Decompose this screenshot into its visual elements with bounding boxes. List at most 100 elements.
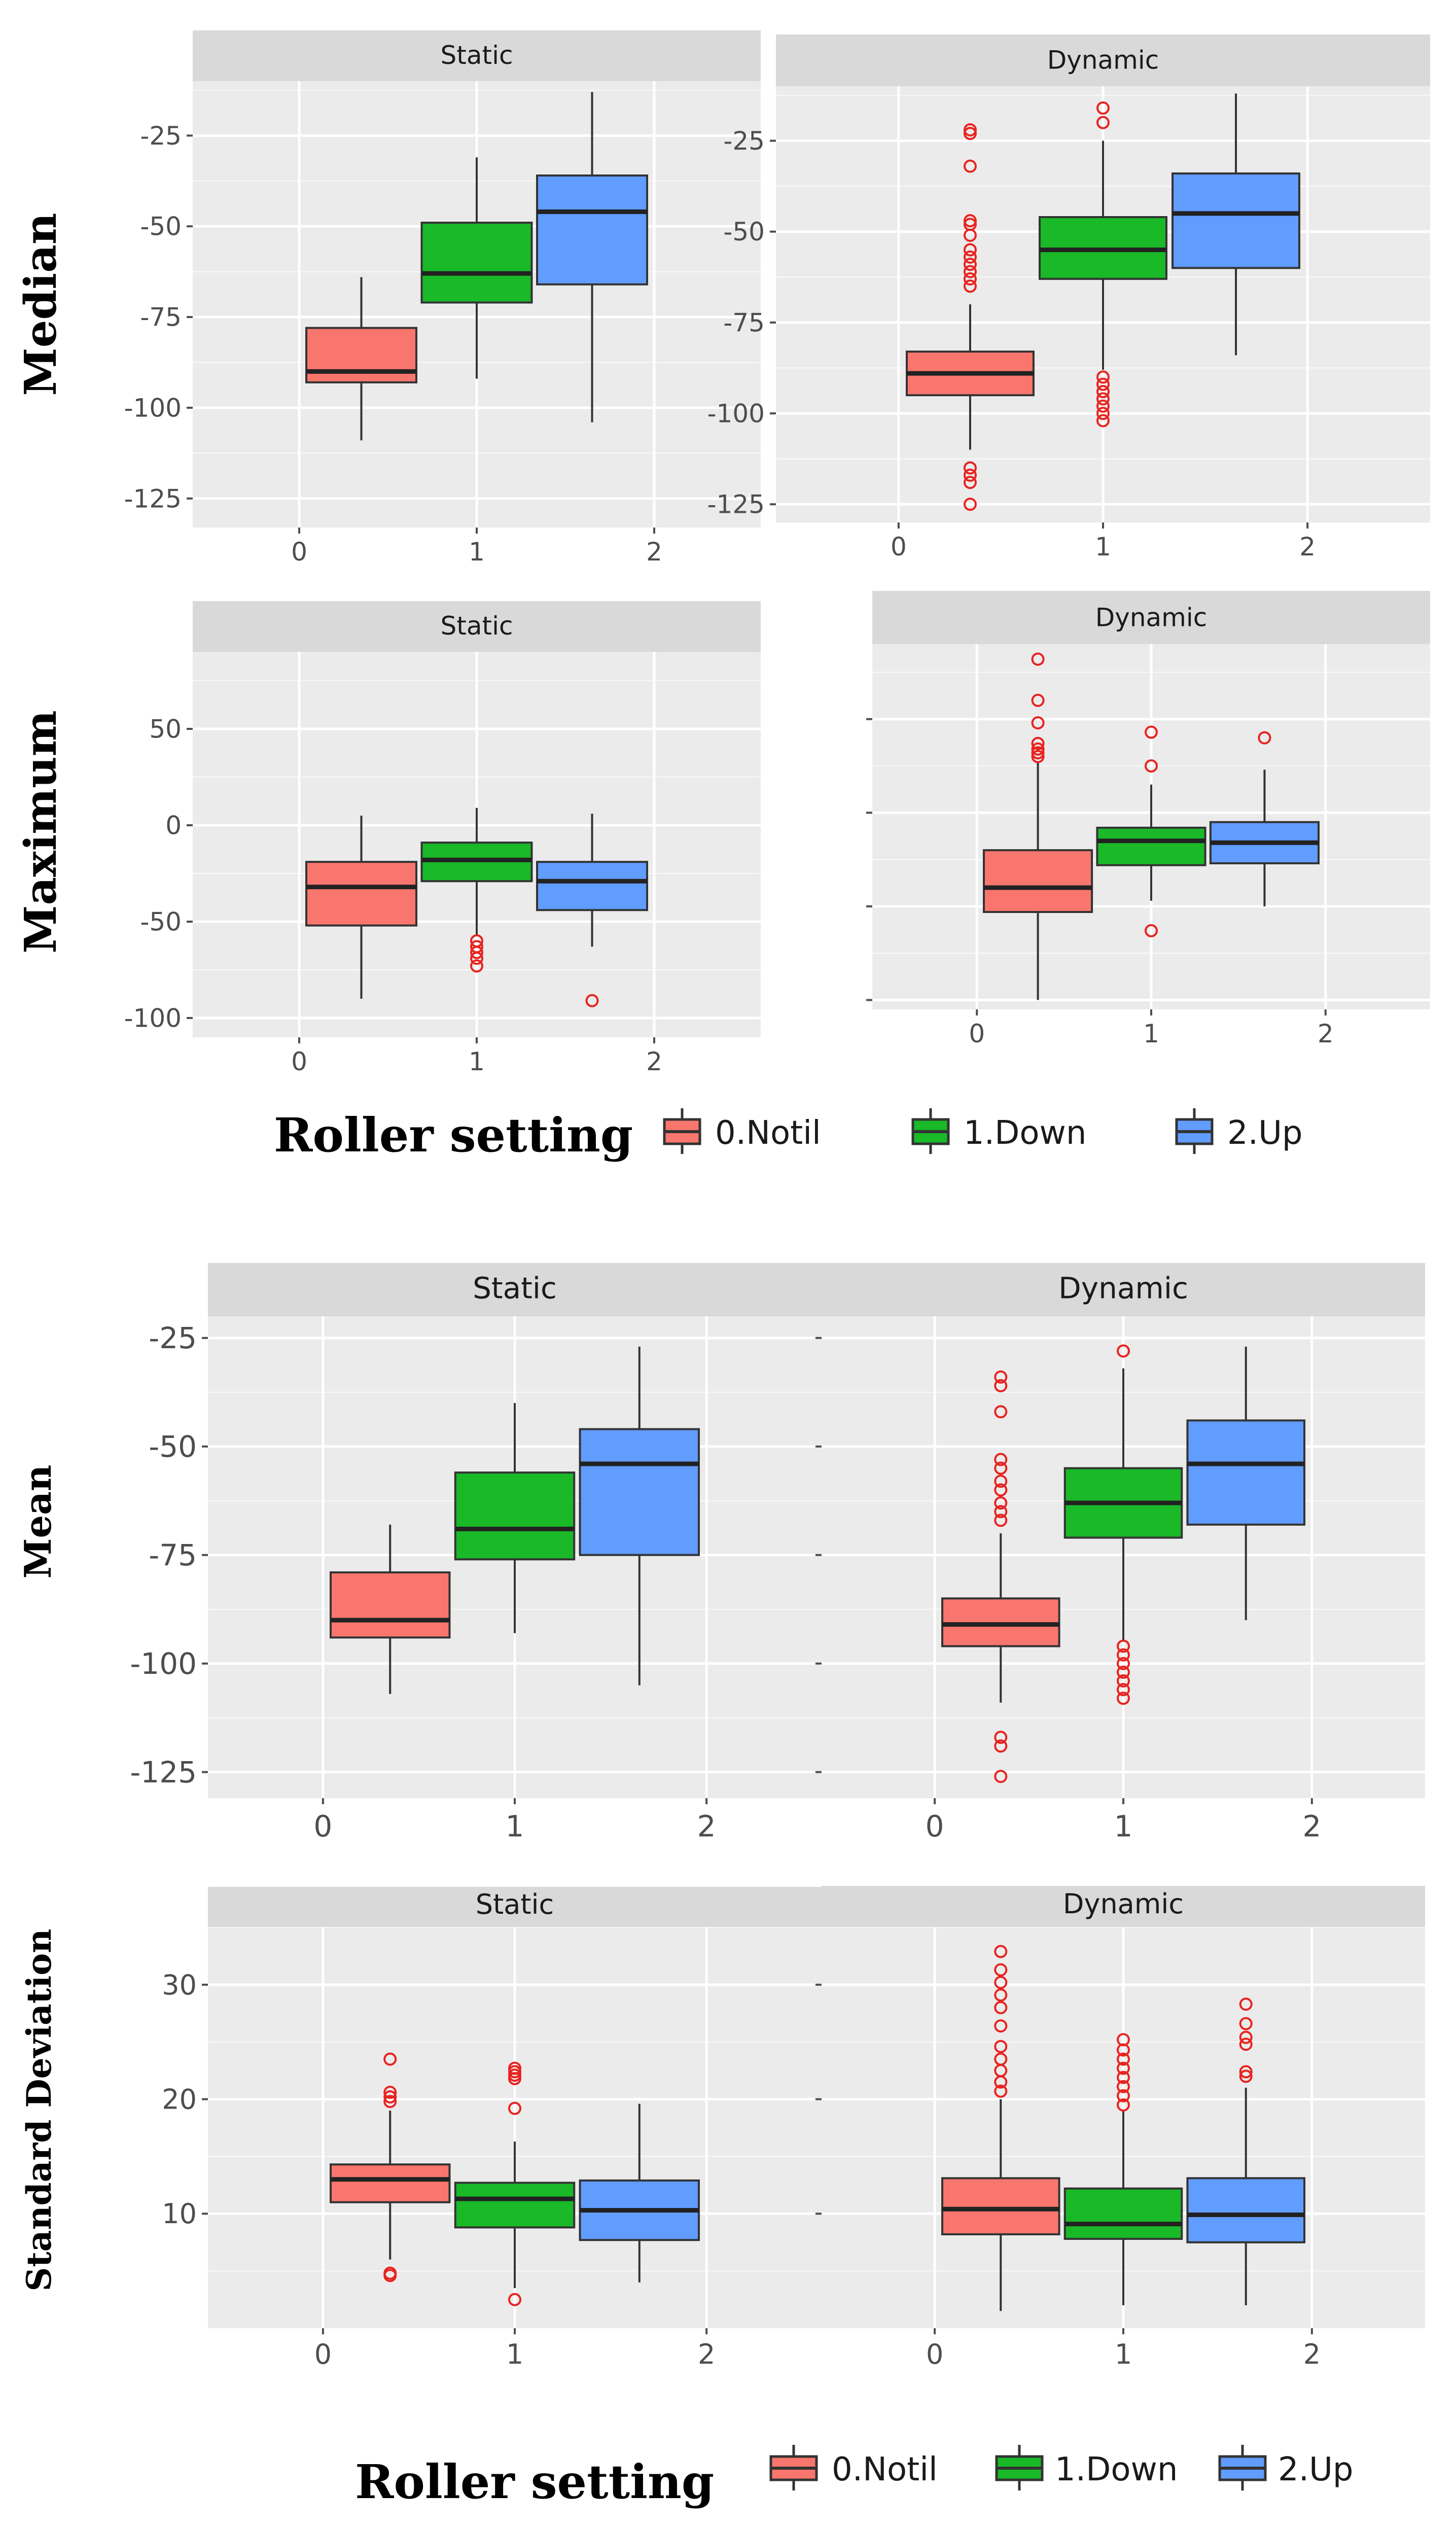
outlier-point [963,468,977,482]
outlier-point [1117,1657,1130,1670]
outlier-point [1117,2052,1130,2066]
x-tick-label: 1 [1115,2338,1132,2370]
outlier-point [1117,2071,1130,2084]
facet-strip [208,1887,822,1927]
outlier-point [994,2019,1008,2033]
outlier-point [1096,414,1110,428]
outlier-point [1117,2033,1130,2047]
box-2-up [579,2103,700,2283]
facet-label: Dynamic [1047,45,1159,75]
outlier-point [1258,731,1271,745]
legend-key-notil-bottom [769,2445,818,2490]
box-2-up [1209,731,1320,906]
facet-strip [193,30,761,81]
y-tick-label: -25 [723,126,765,156]
legend-key-down [911,1108,950,1154]
y-tick-label: -100 [124,1004,182,1033]
outlier-point [994,1514,1008,1527]
outlier-point [508,2061,521,2075]
x-tick-label: 2 [646,537,662,567]
outlier-point [1117,1692,1130,1705]
outlier-point [383,2086,397,2099]
outlier-point [963,279,977,293]
box-iqr [330,1571,451,1639]
outlier-point [1096,399,1110,413]
facet-label: Static [441,41,513,70]
facet-strip [208,1263,822,1316]
outlier-point [1117,1674,1130,1688]
y-tick-label: -50 [140,212,182,241]
outlier-point [994,2001,1008,2014]
outlier-point [1239,2065,1253,2079]
outlier-point [508,2101,521,2115]
x-tick-label: 0 [926,1809,944,1843]
x-tick-label: 1 [1114,1809,1133,1843]
y-tick-label: -125 [124,484,182,513]
outlier-point [1096,385,1110,398]
x-tick-label: 2 [1303,2338,1321,2370]
outlier-point [1117,1639,1130,1653]
outlier-point [1031,742,1045,756]
outlier-point [1239,2038,1253,2051]
x-tick-label: 0 [926,2338,943,2370]
outlier-point [963,127,977,141]
box-1-down [454,1403,576,1633]
box-0-notil [941,1945,1060,2311]
facet-label: Dynamic [1063,1888,1184,1920]
outlier-point [470,952,483,965]
panel-standard-deviation-static: Static 30 20 10 0 1 2 [162,1887,822,2370]
legend-label-down-bottom: 1.Down [1055,2451,1178,2488]
box-2-up [579,1346,700,1686]
box-iqr [941,2177,1060,2235]
y-tick-label: -100 [130,1646,197,1681]
box-0-notil [330,2052,451,2283]
panel-median-static: Static -25 -50 -75 -100 -125 0 1 2 [124,30,761,567]
box-1-down [420,157,533,379]
outlier-point [994,2052,1008,2066]
row-label-mean: Mean [16,1465,59,1579]
outlier-point [1096,116,1110,129]
row-label-maximum: Maximum [15,710,66,953]
box-iqr [420,222,533,304]
y-tick-label: 0 [165,811,182,840]
outlier-point [1117,1648,1130,1662]
outlier-point [963,461,977,475]
outlier-point [1031,736,1045,750]
box-iqr [536,174,648,286]
y-tick-label: -75 [140,303,182,332]
legend-bottom: Roller setting 0.Notil 1.Down 2.Up [355,2445,1354,2509]
box-1-down [1063,1344,1183,1705]
box-0-notil [941,1370,1060,1783]
legend-top: Roller setting 0.Notil 1.Down 2.Up [274,1108,1303,1163]
box-iqr [1063,2187,1183,2240]
outlier-point [1145,759,1158,773]
row-label-median: Median [15,213,66,396]
x-tick-label: 1 [506,1809,524,1843]
outlier-point [1031,693,1045,707]
x-tick-label: 0 [314,2338,332,2370]
outlier-point [1031,652,1045,666]
x-tick-label: 0 [313,1809,332,1843]
outlier-point [1117,2061,1130,2075]
y-tick-label: -50 [140,907,182,937]
outlier-point [963,258,977,271]
box-iqr [1186,2177,1305,2243]
facet-label: Static [441,611,513,641]
outlier-point [1239,2030,1253,2044]
box-2-up [1186,1346,1305,1621]
y-tick-label: -50 [723,217,765,247]
outlier-point [1096,392,1110,406]
panels-layer: Static -25 -50 -75 -100 -125 0 1 2 Dynamic -25 -50 -… [124,30,1430,2370]
outlier-point [994,1370,1008,1384]
box-0-notil [330,1524,451,1694]
x-tick-label: 2 [646,1047,662,1076]
box-iqr [579,1428,700,1556]
legend-key-up [1175,1108,1214,1154]
facet-label: Static [473,1271,557,1305]
y-tick-label: -50 [149,1429,197,1464]
outlier-point [994,2040,1008,2053]
legend-title-bottom: Roller setting [355,2454,714,2509]
outlier-point [994,1453,1008,1466]
outlier-point [508,2293,521,2306]
